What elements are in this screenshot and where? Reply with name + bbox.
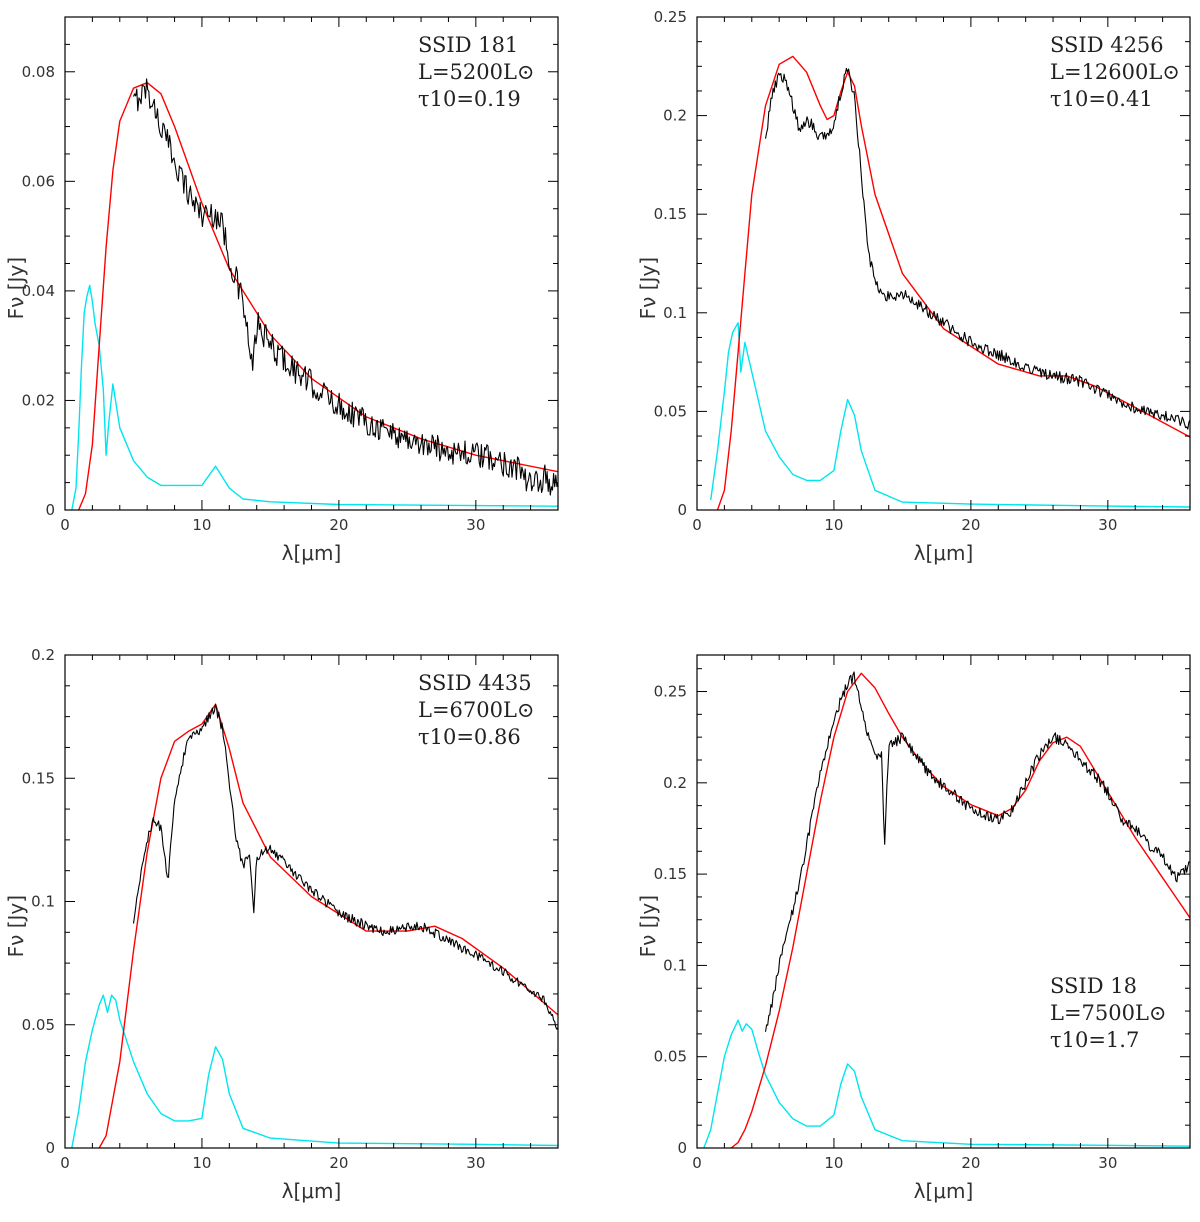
x-tick-label: 0 — [60, 516, 70, 534]
chart-panel: 0 10 20 30 0 0.02 0.04 0.06 0.08 λ[μm] Fν [Jy] SSID… — [4, 16, 559, 565]
y-tick-label: 0 — [45, 1139, 55, 1157]
x-tick-label: 20 — [961, 516, 980, 534]
y-tick-label: 0.2 — [663, 774, 687, 792]
y-tick-label: 0.2 — [663, 107, 687, 125]
series-line-observed — [764, 671, 1190, 1032]
y-tick-label: 0.15 — [654, 865, 687, 883]
x-axis-title: λ[μm] — [282, 541, 342, 565]
y-axis-title: Fν [Jy] — [636, 257, 660, 319]
y-tick-label: 0.15 — [654, 205, 687, 223]
y-tick-label: 0.05 — [22, 1016, 55, 1034]
y-tick-label: 0.02 — [22, 391, 55, 409]
x-tick-label: 30 — [1098, 516, 1117, 534]
x-tick-label: 10 — [192, 1154, 211, 1172]
annotation-luminosity: L=6700L⊙ — [418, 698, 535, 722]
series-line-observed — [132, 703, 558, 1030]
series-line-model — [98, 703, 558, 1148]
y-tick-label: 0.2 — [31, 646, 55, 664]
annotation-luminosity: L=12600L⊙ — [1050, 60, 1180, 84]
y-tick-label: 0.04 — [22, 282, 55, 300]
x-axis-title: λ[μm] — [914, 1179, 974, 1203]
x-tick-label: 30 — [466, 516, 485, 534]
annotation-source: SSID 181 — [418, 33, 518, 57]
y-tick-label: 0.06 — [22, 172, 55, 190]
annotation-source: SSID 18 — [1050, 974, 1137, 998]
x-tick-label: 0 — [692, 516, 702, 534]
y-tick-label: 0.1 — [663, 956, 687, 974]
y-tick-label: 0.05 — [654, 402, 687, 420]
y-tick-label: 0 — [45, 501, 55, 519]
annotation-tau: τ10=0.19 — [418, 87, 521, 111]
y-tick-label: 0 — [677, 501, 687, 519]
chart-panel: 0 10 20 30 0 0.05 0.1 0.15 0.2 λ[μm] Fν [Jy] SSID 4… — [4, 646, 559, 1203]
x-tick-label: 10 — [192, 516, 211, 534]
series-line-model — [716, 55, 1190, 510]
annotation-tau: τ10=1.7 — [1050, 1028, 1139, 1052]
annotation-source: SSID 4435 — [418, 671, 532, 695]
x-tick-label: 20 — [961, 1154, 980, 1172]
series-line-star — [710, 322, 1190, 508]
y-axis-title: Fν [Jy] — [4, 257, 28, 319]
x-tick-label: 30 — [466, 1154, 485, 1172]
chart-panel: 0 10 20 30 0 0.05 0.1 0.15 0.2 0.25 λ[μm] Fν [Jy] SS… — [636, 654, 1191, 1203]
series-line-model — [730, 672, 1190, 1148]
x-tick-label: 30 — [1098, 1154, 1117, 1172]
series-line-observed — [764, 67, 1190, 430]
annotation-luminosity: L=7500L⊙ — [1050, 1001, 1167, 1025]
x-tick-label: 10 — [824, 1154, 843, 1172]
x-axis-title: λ[μm] — [282, 1179, 342, 1203]
y-axis-title: Fν [Jy] — [4, 895, 28, 957]
chart-panel: 0 10 20 30 0 0.05 0.1 0.15 0.2 0.25 λ[μm] Fν [Jy] SS… — [636, 8, 1191, 565]
y-tick-label: 0.1 — [31, 893, 55, 911]
annotation-source: SSID 4256 — [1050, 33, 1164, 57]
series-line-star — [71, 994, 558, 1148]
annotation-luminosity: L=5200L⊙ — [418, 60, 535, 84]
y-tick-label: 0.05 — [654, 1048, 687, 1066]
y-tick-label: 0 — [677, 1139, 687, 1157]
y-tick-label: 0.1 — [663, 304, 687, 322]
x-tick-label: 10 — [824, 516, 843, 534]
annotation-tau: τ10=0.41 — [1050, 87, 1153, 111]
y-tick-label: 0.25 — [654, 8, 687, 26]
x-tick-label: 0 — [692, 1154, 702, 1172]
y-tick-label: 0.25 — [654, 683, 687, 701]
plot-frame — [696, 654, 1191, 1149]
x-axis-title: λ[μm] — [914, 541, 974, 565]
series-line-star — [71, 284, 558, 510]
x-tick-label: 20 — [329, 1154, 348, 1172]
x-tick-label: 20 — [329, 516, 348, 534]
series-line-observed — [132, 78, 558, 496]
y-tick-label: 0.08 — [22, 63, 55, 81]
x-tick-label: 0 — [60, 1154, 70, 1172]
y-axis-title: Fν [Jy] — [636, 895, 660, 957]
series-line-star — [703, 1019, 1190, 1148]
y-tick-label: 0.15 — [22, 769, 55, 787]
annotation-tau: τ10=0.86 — [418, 725, 521, 749]
